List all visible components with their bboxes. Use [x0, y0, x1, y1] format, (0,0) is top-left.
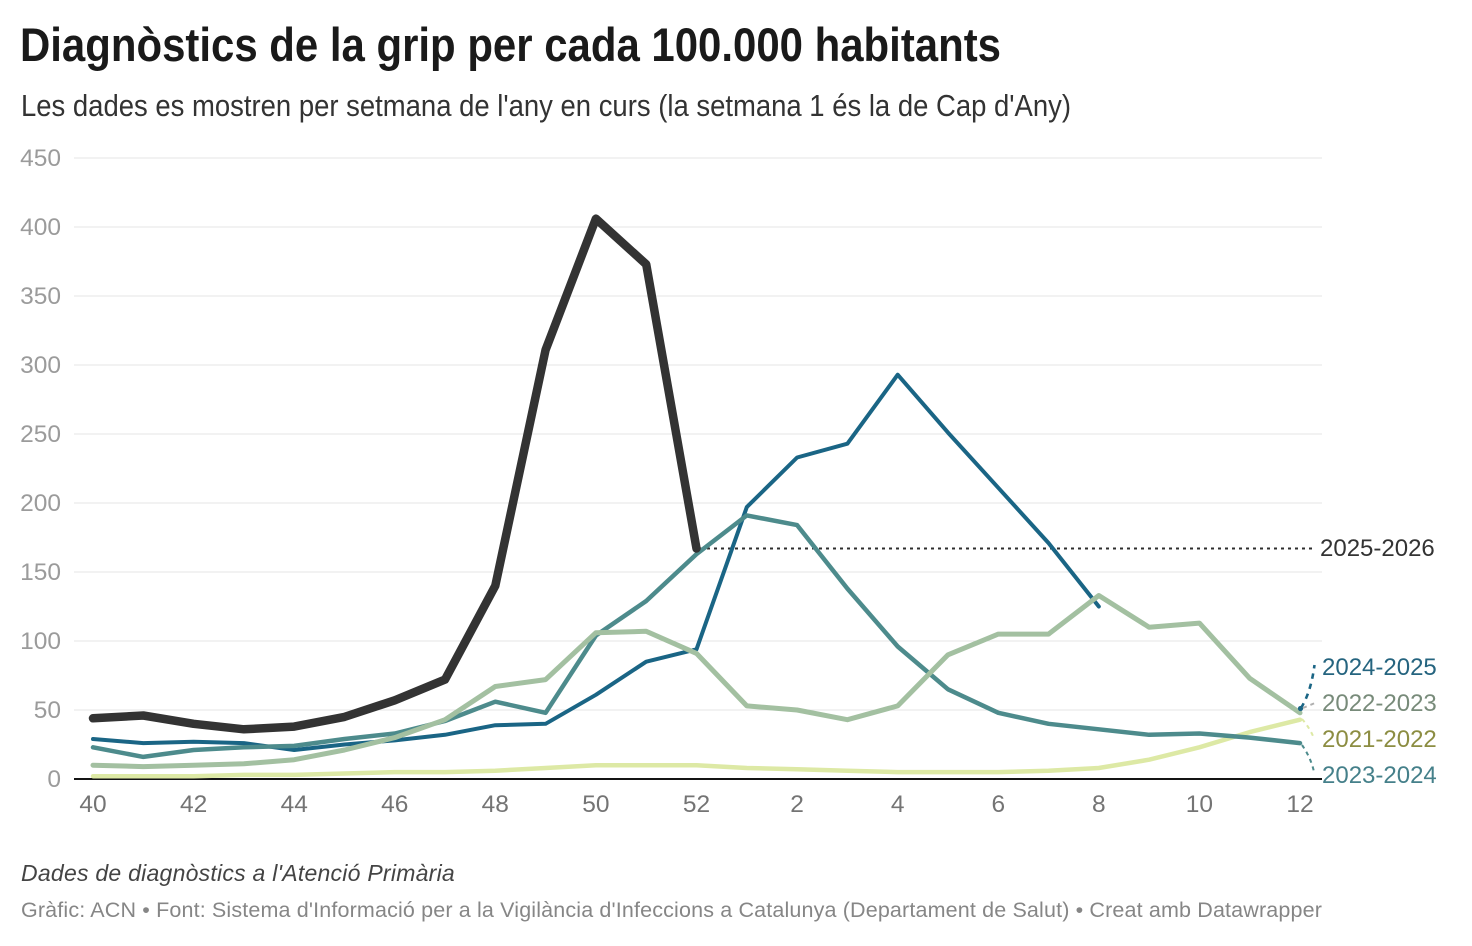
svg-text:Diagnòstics de la grip per cad: Diagnòstics de la grip per cada 100.000 …	[20, 19, 1001, 72]
svg-text:0: 0	[47, 766, 61, 793]
svg-text:2025-2026: 2025-2026	[1320, 535, 1435, 562]
svg-text:6: 6	[991, 791, 1005, 818]
svg-text:250: 250	[20, 421, 61, 448]
svg-text:2023-2024: 2023-2024	[1322, 762, 1437, 789]
svg-text:42: 42	[180, 791, 207, 818]
svg-text:46: 46	[381, 791, 408, 818]
svg-text:50: 50	[582, 791, 609, 818]
svg-text:52: 52	[683, 791, 710, 818]
svg-text:2: 2	[790, 791, 804, 818]
svg-text:48: 48	[482, 791, 509, 818]
svg-text:Gràfic: ACN • Font: Sistema d': Gràfic: ACN • Font: Sistema d'Informació…	[21, 898, 1322, 922]
svg-text:50: 50	[34, 697, 61, 724]
svg-text:10: 10	[1186, 791, 1213, 818]
svg-text:44: 44	[281, 791, 308, 818]
svg-text:350: 350	[20, 283, 61, 310]
svg-text:100: 100	[20, 628, 61, 655]
svg-text:450: 450	[20, 145, 61, 172]
svg-text:40: 40	[79, 791, 106, 818]
svg-text:2022-2023: 2022-2023	[1322, 690, 1437, 717]
svg-text:4: 4	[891, 791, 905, 818]
svg-text:200: 200	[20, 490, 61, 517]
svg-text:Dades de diagnòstics a l'Atenc: Dades de diagnòstics a l'Atenció Primàri…	[21, 860, 455, 886]
svg-text:2024-2025: 2024-2025	[1322, 654, 1437, 681]
svg-text:12: 12	[1286, 791, 1313, 818]
svg-text:150: 150	[20, 559, 61, 586]
svg-text:8: 8	[1092, 791, 1106, 818]
svg-text:400: 400	[20, 214, 61, 241]
svg-text:300: 300	[20, 352, 61, 379]
svg-text:2021-2022: 2021-2022	[1322, 726, 1437, 753]
svg-text:Les dades es mostren per setma: Les dades es mostren per setmana de l'an…	[21, 88, 1071, 123]
